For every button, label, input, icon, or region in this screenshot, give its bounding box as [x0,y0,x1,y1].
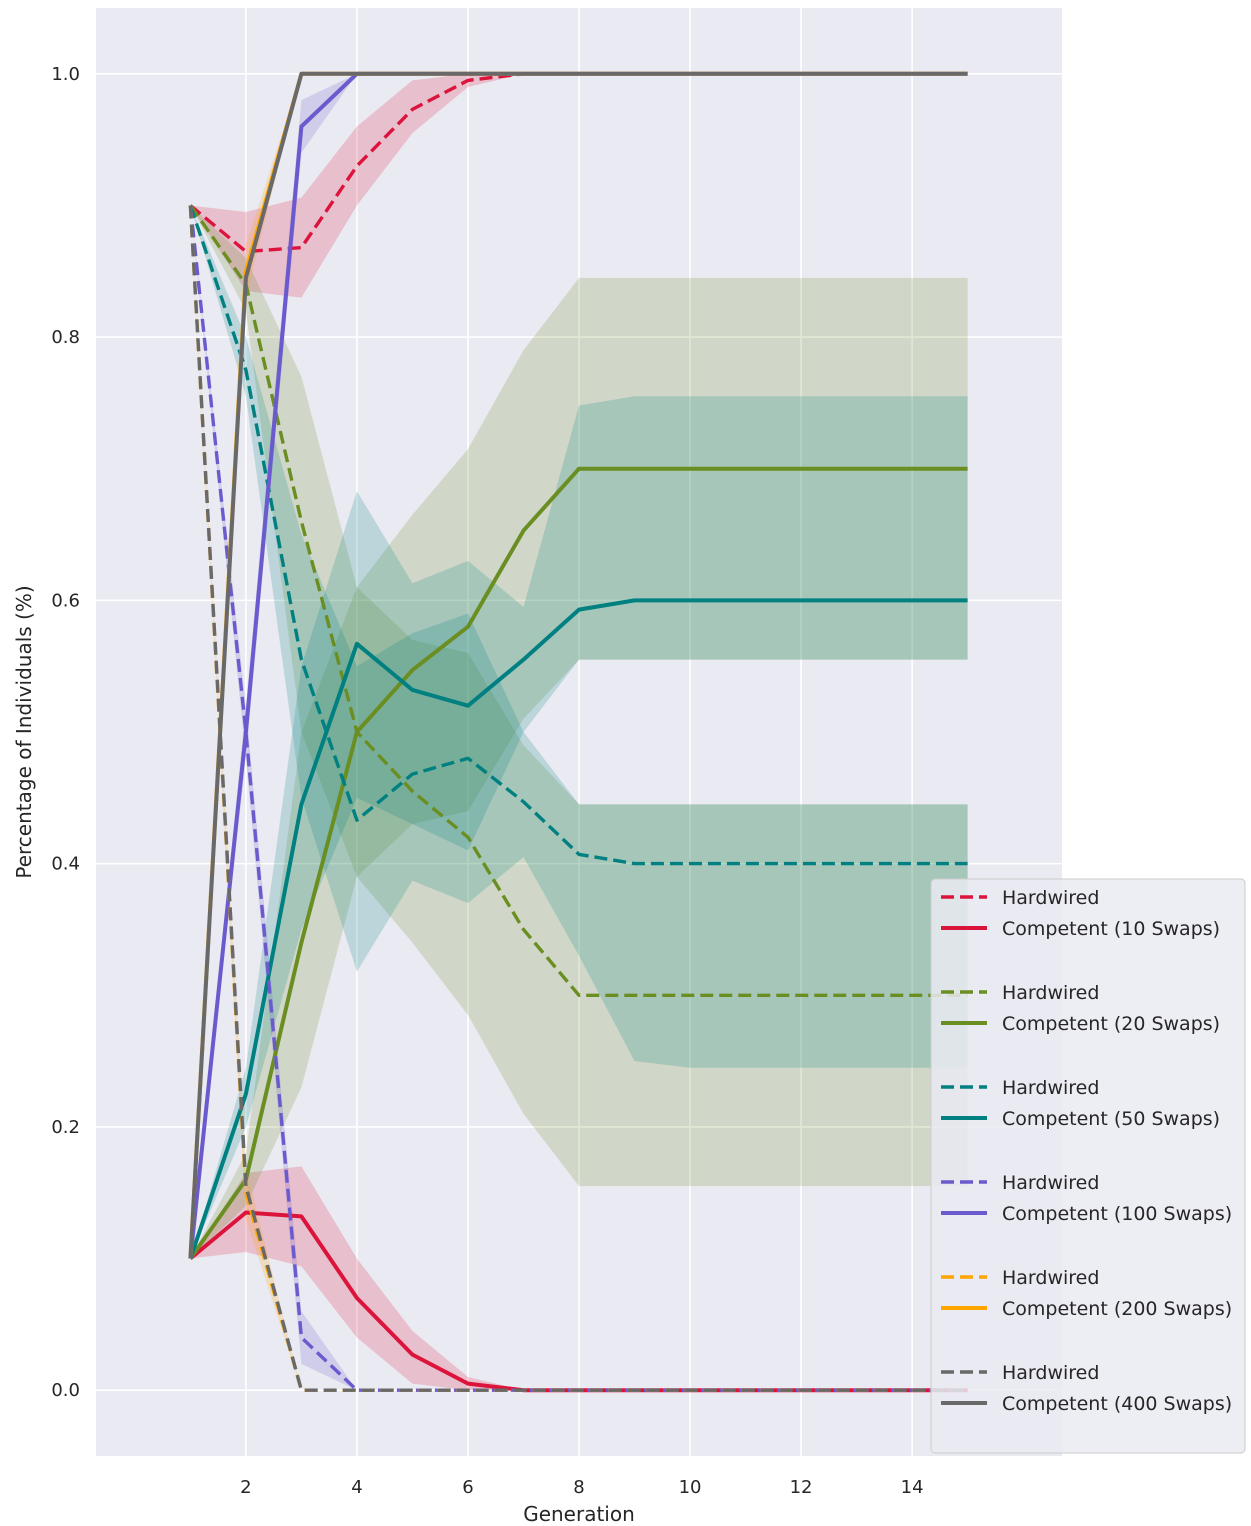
legend-label-competent: Competent (100 Swaps) [1002,1203,1232,1225]
x-tick-label: 6 [462,1477,473,1498]
competent-series-line [188,598,968,1260]
legend-label-competent: Competent (10 Swaps) [1002,918,1220,940]
competent-series-line [188,71,968,1259]
y-tick-label: 1.0 [51,64,80,85]
confidence-band [190,205,968,1187]
y-axis-ticks: 0.0 0.2 0.4 0.6 0.8 1.0 [51,64,80,1401]
legend-label-hardwired: Hardwired [1002,1362,1099,1384]
x-axis-label: Generation [523,1502,635,1526]
series-lines [188,71,968,1393]
confidence-band [190,1166,968,1391]
y-tick-label: 0.2 [51,1117,80,1138]
competent-series-line [188,466,968,1260]
legend-label-competent: Competent (200 Swaps) [1002,1298,1232,1320]
legend-label-hardwired: Hardwired [1002,1077,1099,1099]
y-tick-label: 0.0 [51,1380,80,1401]
y-axis-label: Percentage of Individuals (%) [12,585,36,878]
legend-label-competent: Competent (20 Swaps) [1002,1013,1220,1035]
confidence-band [190,205,968,1068]
legend-label-hardwired: Hardwired [1002,1172,1099,1194]
hardwired-series-line [188,205,968,1392]
legend: Hardwired Competent (10 Swaps) Hardwired Co… [930,878,1246,1454]
x-tick-label: 10 [679,1477,702,1498]
legend-box [930,878,1246,1454]
x-tick-label: 12 [790,1477,813,1498]
hardwired-series-line [189,204,968,997]
legend-label-hardwired: Hardwired [1002,1267,1099,1289]
confidence-band [190,277,968,1259]
x-tick-label: 8 [573,1477,584,1498]
confidence-band [190,396,968,1259]
x-tick-label: 4 [351,1477,362,1498]
x-tick-label: 2 [240,1477,251,1498]
legend-label-hardwired: Hardwired [1002,982,1099,1004]
y-tick-label: 0.4 [51,854,80,875]
x-axis-ticks: 2 4 6 8 10 12 14 [240,1477,923,1498]
legend-label-competent: Competent (50 Swaps) [1002,1108,1220,1130]
hardwired-series-line [188,204,968,866]
y-tick-label: 0.8 [51,327,80,348]
legend-label-hardwired: Hardwired [1002,887,1099,909]
x-tick-label: 14 [901,1477,924,1498]
legend-label-competent: Competent (400 Swaps) [1002,1393,1232,1415]
confidence-band [190,73,968,298]
y-tick-label: 0.6 [51,590,80,611]
